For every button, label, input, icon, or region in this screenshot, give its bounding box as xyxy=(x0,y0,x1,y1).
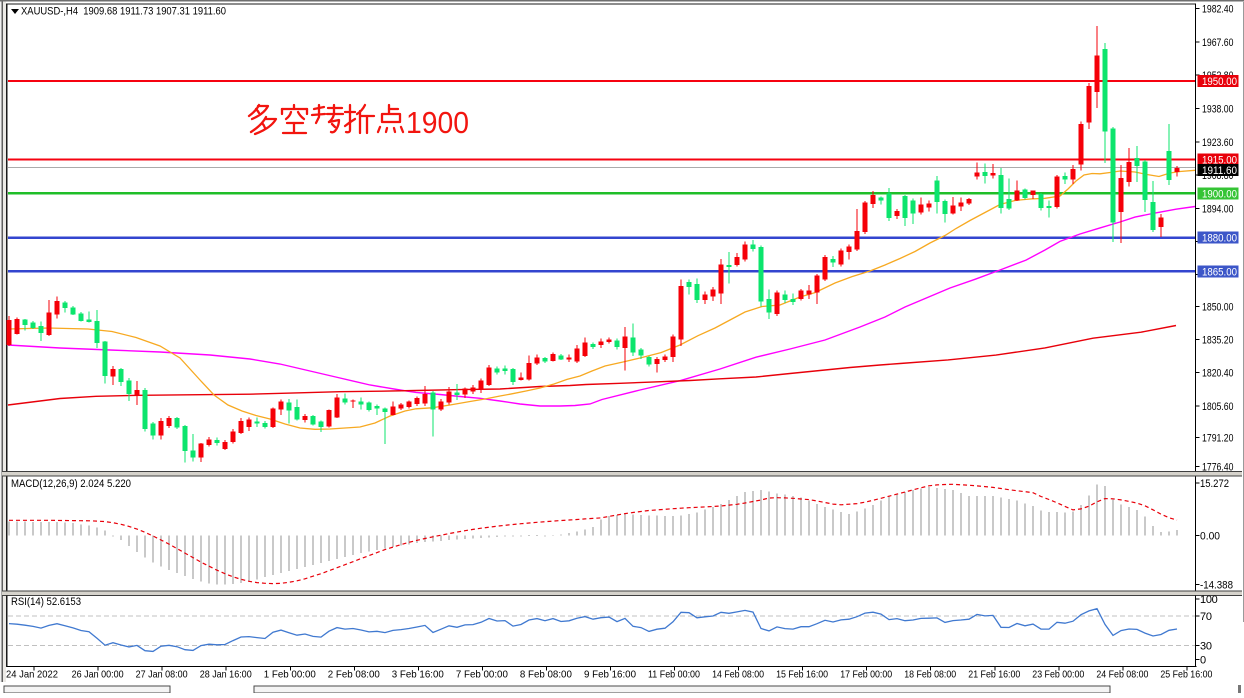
svg-text:15 Feb 16:00: 15 Feb 16:00 xyxy=(776,669,828,681)
svg-text:MACD(12,26,9) 2.024 5.220: MACD(12,26,9) 2.024 5.220 xyxy=(11,478,131,490)
svg-text:17 Feb 00:00: 17 Feb 00:00 xyxy=(840,669,892,681)
svg-text:1923.60: 1923.60 xyxy=(1202,137,1234,149)
svg-text:1900.00: 1900.00 xyxy=(1202,188,1237,200)
svg-text:1938.00: 1938.00 xyxy=(1202,104,1234,116)
svg-text:25 Feb 16:00: 25 Feb 16:00 xyxy=(1160,669,1212,681)
svg-text:15.272: 15.272 xyxy=(1200,478,1229,490)
svg-text:18 Feb 08:00: 18 Feb 08:00 xyxy=(904,669,956,681)
svg-text:RSI(14) 52.6153: RSI(14) 52.6153 xyxy=(11,596,81,608)
svg-text:7 Feb 00:00: 7 Feb 00:00 xyxy=(456,669,508,681)
svg-text:1820.40: 1820.40 xyxy=(1202,368,1234,380)
svg-text:11 Feb 00:00: 11 Feb 00:00 xyxy=(648,669,700,681)
svg-text:1880.00: 1880.00 xyxy=(1202,233,1237,245)
svg-text:100: 100 xyxy=(1200,594,1218,606)
svg-text:23 Feb 00:00: 23 Feb 00:00 xyxy=(1032,669,1084,681)
svg-text:XAUUSD-,H4 1909.68 1911.73 19: XAUUSD-,H4 1909.68 1911.73 1907.31 1911.… xyxy=(21,6,226,18)
svg-text:1950.00: 1950.00 xyxy=(1202,76,1237,88)
svg-text:1835.20: 1835.20 xyxy=(1202,335,1234,347)
svg-text:1894.00: 1894.00 xyxy=(1202,203,1234,215)
svg-text:1805.60: 1805.60 xyxy=(1202,401,1234,413)
svg-text:14 Feb 08:00: 14 Feb 08:00 xyxy=(712,669,764,681)
svg-text:-14.388: -14.388 xyxy=(1200,580,1233,592)
svg-text:3 Feb 16:00: 3 Feb 16:00 xyxy=(392,669,444,681)
svg-text:70: 70 xyxy=(1200,611,1212,623)
svg-text:1982.40: 1982.40 xyxy=(1202,3,1234,15)
svg-text:21 Feb 16:00: 21 Feb 16:00 xyxy=(968,669,1020,681)
svg-text:24 Jan 2022: 24 Jan 2022 xyxy=(6,669,58,681)
svg-text:1 Feb 00:00: 1 Feb 00:00 xyxy=(264,669,316,681)
svg-text:8 Feb 08:00: 8 Feb 08:00 xyxy=(520,669,572,681)
svg-text:26 Jan 00:00: 26 Jan 00:00 xyxy=(72,669,124,681)
svg-text:0.00: 0.00 xyxy=(1200,531,1220,543)
svg-text:1850.00: 1850.00 xyxy=(1202,301,1234,313)
svg-text:30: 30 xyxy=(1200,641,1212,653)
svg-text:9 Feb 16:00: 9 Feb 16:00 xyxy=(584,669,636,681)
svg-text:1967.60: 1967.60 xyxy=(1202,37,1234,49)
svg-text:0: 0 xyxy=(1200,654,1206,666)
svg-text:24 Feb 08:00: 24 Feb 08:00 xyxy=(1096,669,1148,681)
svg-text:1865.00: 1865.00 xyxy=(1202,266,1237,278)
svg-text:27 Jan 08:00: 27 Jan 08:00 xyxy=(136,669,188,681)
svg-text:28 Jan 16:00: 28 Jan 16:00 xyxy=(200,669,252,681)
svg-text:1791.20: 1791.20 xyxy=(1202,432,1234,444)
svg-text:1911.60: 1911.60 xyxy=(1202,165,1237,177)
svg-text:2 Feb 08:00: 2 Feb 08:00 xyxy=(328,669,380,681)
svg-text:1900: 1900 xyxy=(406,106,469,140)
svg-text:1776.40: 1776.40 xyxy=(1202,461,1234,473)
